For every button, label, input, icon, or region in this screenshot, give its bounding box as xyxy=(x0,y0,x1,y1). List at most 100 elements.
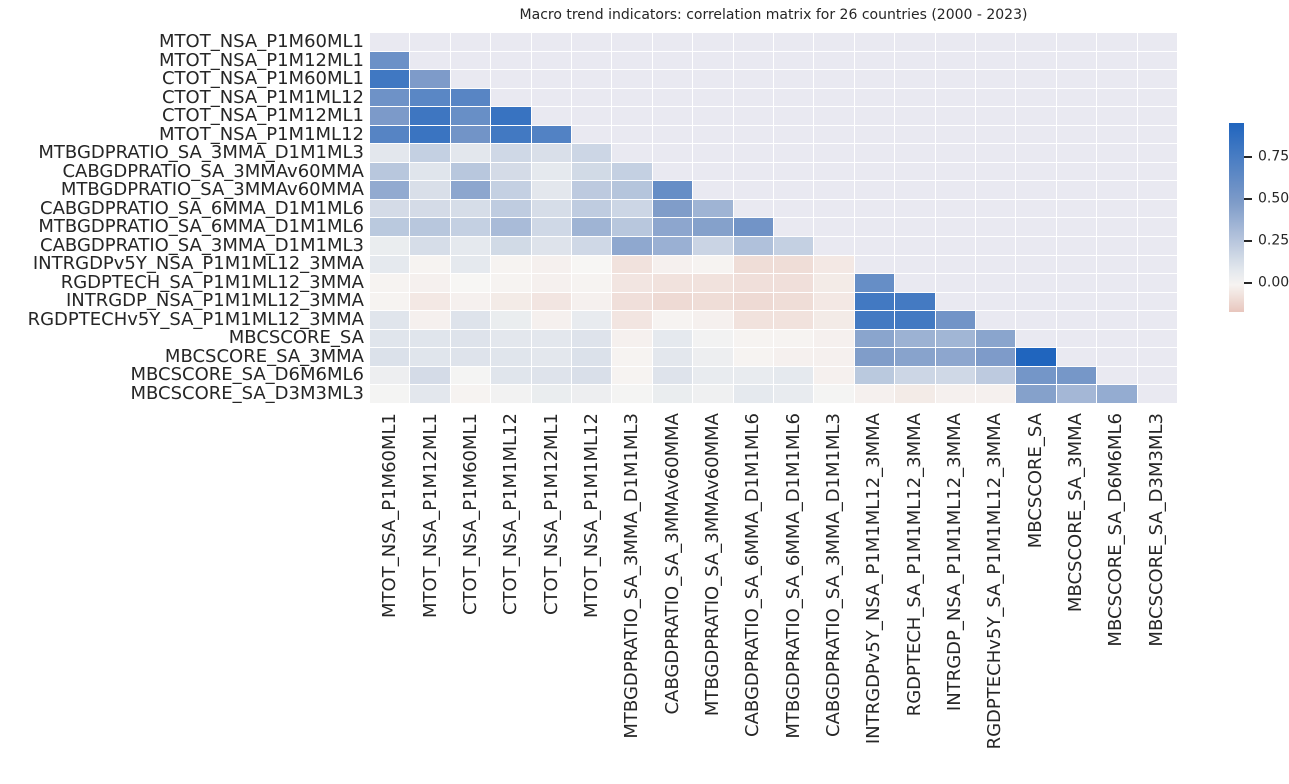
heatmap-cell xyxy=(693,366,733,385)
heatmap-cell xyxy=(410,162,450,181)
y-tick-label: MTOT_NSA_P1M60ML1 xyxy=(159,31,364,52)
heatmap-cell xyxy=(895,107,935,125)
heatmap-cell xyxy=(450,144,491,162)
heatmap-cell xyxy=(935,107,975,125)
heatmap-cell xyxy=(814,33,854,51)
heatmap-cell xyxy=(612,144,652,162)
heatmap-cell xyxy=(491,199,531,218)
heatmap-cell xyxy=(572,311,612,329)
heatmap-cell xyxy=(1056,274,1097,292)
chart-title: Macro trend indicators: correlation matr… xyxy=(519,7,1028,23)
colorbar-tick-mark xyxy=(1244,155,1252,158)
heatmap-cell xyxy=(693,162,733,181)
heatmap-cell xyxy=(450,274,491,292)
heatmap-cell xyxy=(572,292,612,311)
heatmap-cell xyxy=(491,218,531,237)
heatmap-cell xyxy=(733,88,773,107)
x-tick-label: MTOT_NSA_P1M60ML1 xyxy=(379,413,401,618)
heatmap-cell xyxy=(774,274,814,292)
heatmap-cell xyxy=(733,107,773,125)
heatmap-cell xyxy=(1137,348,1177,366)
heatmap-cell xyxy=(814,218,854,237)
heatmap-cell xyxy=(652,107,693,125)
heatmap-cell xyxy=(693,348,733,366)
heatmap-cell xyxy=(370,237,410,255)
heatmap-cell xyxy=(1016,311,1056,329)
heatmap-cell xyxy=(693,181,733,199)
heatmap-cell xyxy=(774,181,814,199)
heatmap-cell xyxy=(450,199,491,218)
heatmap-cell xyxy=(854,33,895,51)
heatmap-cell xyxy=(976,218,1016,237)
heatmap-cell xyxy=(935,162,975,181)
heatmap-cell xyxy=(693,51,733,70)
heatmap-cell xyxy=(410,366,450,385)
heatmap-cell xyxy=(895,218,935,237)
heatmap-cell xyxy=(976,385,1016,403)
heatmap-cell xyxy=(410,292,450,311)
heatmap-cell xyxy=(1137,311,1177,329)
heatmap-cell xyxy=(895,329,935,348)
heatmap-cell xyxy=(895,51,935,70)
y-tick-label: MTBGDPRATIO_SA_6MMA_D1M1ML6 xyxy=(38,216,364,237)
heatmap-cell xyxy=(1016,162,1056,181)
heatmap-cell xyxy=(1016,274,1056,292)
heatmap-cell xyxy=(410,218,450,237)
heatmap-cell xyxy=(410,255,450,274)
heatmap-cell xyxy=(935,33,975,51)
y-tick-label: INTRGDPv5Y_NSA_P1M1ML12_3MMA xyxy=(32,253,364,274)
heatmap-cell xyxy=(450,51,491,70)
heatmap-cell xyxy=(1056,88,1097,107)
heatmap-cell xyxy=(693,125,733,144)
heatmap-cell xyxy=(410,274,450,292)
y-tick-label: MTOT_NSA_P1M12ML1 xyxy=(159,49,364,71)
heatmap-cell xyxy=(572,255,612,274)
heatmap-cell xyxy=(612,237,652,255)
heatmap-cell xyxy=(572,88,612,107)
y-tick-label: CTOT_NSA_P1M60ML1 xyxy=(161,68,364,89)
heatmap-cell xyxy=(612,125,652,144)
heatmap-cell xyxy=(491,144,531,162)
heatmap-cell xyxy=(410,125,450,144)
heatmap-cell xyxy=(652,144,693,162)
y-tick-label: MBCSCORE_SA_3MMA xyxy=(164,345,364,367)
heatmap-cell xyxy=(1056,366,1097,385)
heatmap-cell xyxy=(450,237,491,255)
heatmap-cell xyxy=(854,51,895,70)
heatmap-cell xyxy=(774,255,814,274)
heatmap-cell xyxy=(693,292,733,311)
heatmap-cell xyxy=(1056,329,1097,348)
heatmap-cell xyxy=(491,237,531,255)
heatmap-cell xyxy=(450,311,491,329)
heatmap-cell xyxy=(976,348,1016,366)
heatmap-cell xyxy=(895,33,935,51)
colorbar: 0.75 0.50 0.25 0.00 xyxy=(1229,123,1289,312)
heatmap-cell xyxy=(370,274,410,292)
heatmap-cell xyxy=(854,329,895,348)
heatmap-cell xyxy=(895,348,935,366)
heatmap-cell xyxy=(572,70,612,88)
heatmap-cell xyxy=(854,88,895,107)
y-tick-label: MTBGDPRATIO_SA_3MMAv60MMA xyxy=(60,179,364,200)
heatmap-cell xyxy=(612,329,652,348)
heatmap-cell xyxy=(572,237,612,255)
heatmap-cell xyxy=(370,329,410,348)
heatmap-cell xyxy=(774,162,814,181)
heatmap-cell xyxy=(854,199,895,218)
x-tick-label: CTOT_NSA_P1M1ML12 xyxy=(500,413,522,616)
heatmap-cell xyxy=(572,144,612,162)
x-tick-label: CABGDPRATIO_SA_3MMA_D1M1ML3 xyxy=(822,413,844,737)
heatmap-cell xyxy=(612,218,652,237)
y-tick-label: MBCSCORE_SA xyxy=(228,327,364,348)
heatmap-cell xyxy=(1137,255,1177,274)
heatmap-cell xyxy=(612,70,652,88)
heatmap-cell xyxy=(531,274,571,292)
heatmap-cell xyxy=(450,162,491,181)
heatmap-cell xyxy=(531,51,571,70)
heatmap-cell xyxy=(1097,107,1137,125)
heatmap-cell xyxy=(410,144,450,162)
heatmap-cell xyxy=(1056,162,1097,181)
heatmap-cell xyxy=(693,88,733,107)
heatmap-cell xyxy=(693,33,733,51)
heatmap-cell xyxy=(854,255,895,274)
